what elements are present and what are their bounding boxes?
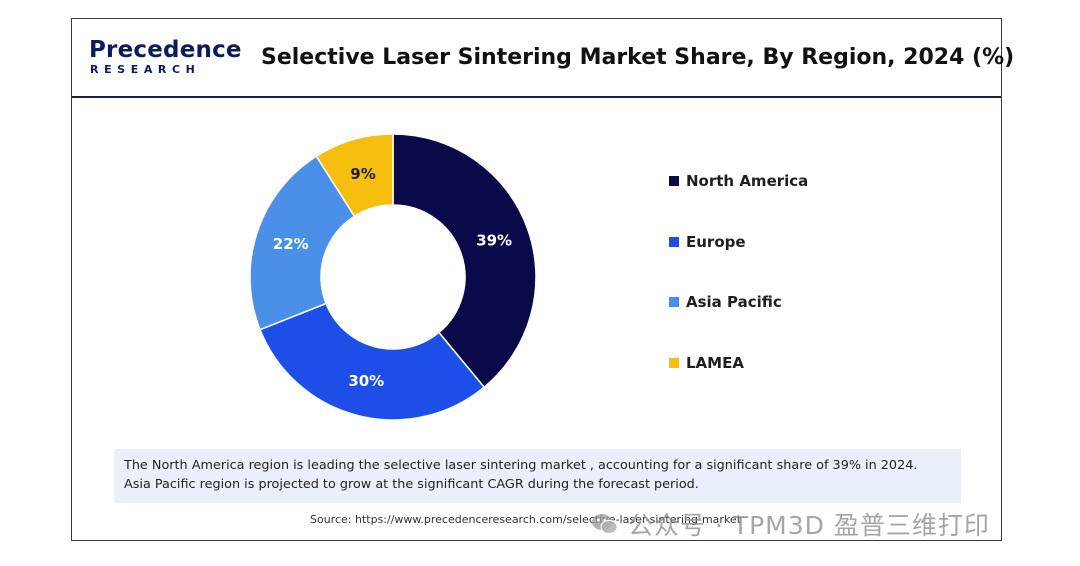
legend-item-europe: Europe	[669, 232, 746, 252]
logo-subtext: RESEARCH	[90, 63, 201, 76]
logo-wordmark: Precedence	[89, 37, 242, 63]
legend-item-asia-pacific: Asia Pacific	[669, 292, 782, 312]
summary-note: The North America region is leading the …	[114, 449, 961, 503]
data-label-asia-pacific: 22%	[273, 235, 309, 253]
data-label-lamea: 9%	[350, 165, 375, 183]
legend-swatch	[669, 176, 679, 186]
watermark-text: 公众号 · TPM3D 盈普三维打印	[628, 511, 990, 540]
chart-title: Selective Laser Sintering Market Share, …	[261, 45, 1015, 70]
slice-asia-pacific	[249, 155, 356, 331]
summary-line-2: Asia Pacific region is projected to grow…	[124, 477, 699, 492]
legend-item-lamea: LAMEA	[669, 353, 744, 373]
chart-legend: North America Europe Asia Pacific LAMEA	[669, 19, 969, 439]
slice-north-america	[392, 133, 537, 389]
legend-swatch	[669, 358, 679, 368]
precedence-research-logo: Precedence RESEARCH	[89, 37, 242, 81]
header-bar: Precedence RESEARCH Selective Laser Sint…	[72, 19, 1014, 98]
slice-lamea	[315, 133, 394, 218]
source-link[interactable]: Source: https://www.precedenceresearch.c…	[310, 513, 742, 526]
slice-europe	[259, 302, 486, 421]
legend-swatch	[669, 237, 679, 247]
legend-swatch	[669, 297, 679, 307]
legend-label: Europe	[686, 233, 746, 251]
legend-item-north-america: North America	[669, 171, 808, 191]
legend-label: LAMEA	[686, 354, 744, 372]
data-label-europe: 30%	[348, 372, 384, 390]
wechat-icon	[592, 514, 618, 534]
figure-frame: Precedence RESEARCH Selective Laser Sint…	[71, 18, 1014, 541]
donut-chart: 39% 30% 22% 9%	[249, 133, 537, 421]
summary-line-1: The North America region is leading the …	[124, 458, 918, 473]
legend-label: Asia Pacific	[686, 293, 782, 311]
legend-label: North America	[686, 172, 809, 190]
data-label-north-america: 39%	[476, 232, 512, 250]
watermark: 公众号 · TPM3D 盈普三维打印	[590, 504, 1060, 544]
